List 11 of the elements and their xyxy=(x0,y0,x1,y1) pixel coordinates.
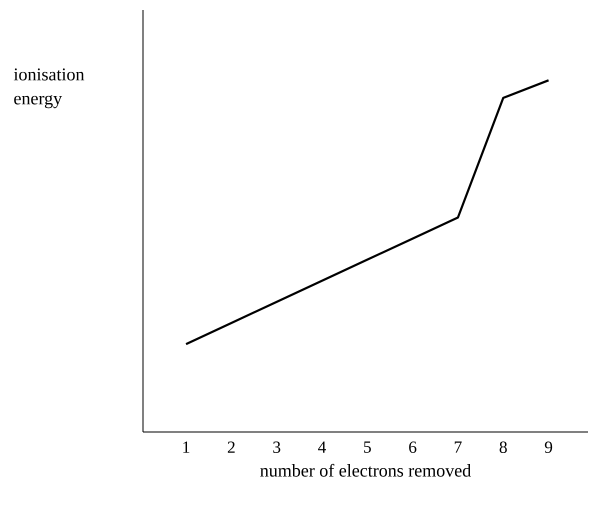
x-tick-label: 2 xyxy=(228,442,235,453)
x-tick-label: 1 xyxy=(183,442,190,453)
x-tick-label: 8 xyxy=(500,442,507,453)
x-tick-label: 6 xyxy=(409,442,416,453)
x-tick-label: 5 xyxy=(364,442,371,453)
x-tick-label: 4 xyxy=(318,442,326,453)
x-tick-label: 3 xyxy=(273,442,280,453)
x-tick-label: 9 xyxy=(544,442,552,453)
x-tick-label: 7 xyxy=(454,442,462,453)
y-axis-title: ionisation energy xyxy=(14,68,84,108)
x-axis-title: number of electrons removed xyxy=(260,464,471,477)
